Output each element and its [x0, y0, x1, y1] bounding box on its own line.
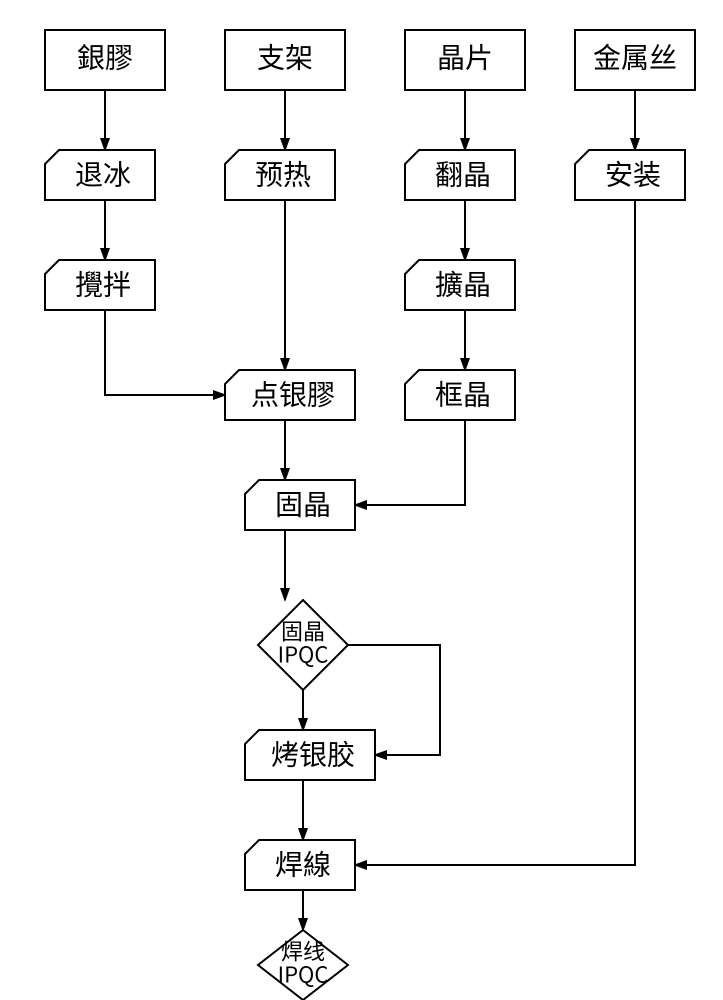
node-label: 安装 [605, 154, 661, 194]
node-b6: 焊線 [245, 840, 355, 890]
node-label: 固晶 [275, 484, 331, 524]
node-label: 擴晶 [435, 264, 491, 304]
node-a1: 退冰 [45, 150, 155, 200]
node-b1: 预热 [225, 150, 335, 200]
node-b3: 点银膠 [225, 370, 355, 420]
node-label: 预热 [255, 154, 311, 194]
node-label: 翻晶 [435, 154, 491, 194]
node-label: 点银膠 [251, 374, 335, 414]
flowchart-canvas: 銀膠 支架 晶片 金属丝退冰 预热 翻晶 安装攪拌 擴晶点银膠 框晶固晶固晶IPQC 烤银胶焊線焊… [0, 0, 723, 1000]
node-c3: 框晶 [405, 370, 515, 420]
node-label: 金属丝 [593, 37, 677, 77]
node-q2: 焊线IPQC [258, 930, 348, 1000]
node-c0: 晶片 [405, 30, 525, 90]
node-label: 框晶 [435, 374, 491, 414]
node-label: 支架 [257, 37, 313, 77]
node-c1: 翻晶 [405, 150, 515, 200]
node-label: 烤银胶 [271, 734, 355, 774]
edge [355, 420, 465, 505]
node-d1: 安装 [575, 150, 685, 200]
node-b5: 烤银胶 [245, 730, 375, 780]
node-label: 銀膠 [77, 37, 133, 77]
node-d0: 金属丝 [575, 30, 695, 90]
node-label: 攪拌 [75, 264, 131, 304]
node-label: 焊線 [275, 844, 331, 884]
node-q1: 固晶IPQC [258, 600, 348, 690]
node-b4: 固晶 [245, 480, 355, 530]
edges [105, 90, 635, 930]
node-label: 晶片 [437, 37, 493, 77]
node-label: IPQC [278, 958, 329, 990]
node-a0: 銀膠 [45, 30, 165, 90]
edge [105, 310, 225, 395]
node-c2: 擴晶 [405, 260, 515, 310]
node-b0: 支架 [225, 30, 345, 90]
nodes: 銀膠 支架 晶片 金属丝退冰 预热 翻晶 安装攪拌 擴晶点银膠 框晶固晶固晶IPQC 烤银胶焊線焊… [45, 30, 695, 1000]
node-label: 退冰 [75, 154, 131, 194]
node-label: IPQC [278, 638, 329, 670]
node-a2: 攪拌 [45, 260, 155, 310]
